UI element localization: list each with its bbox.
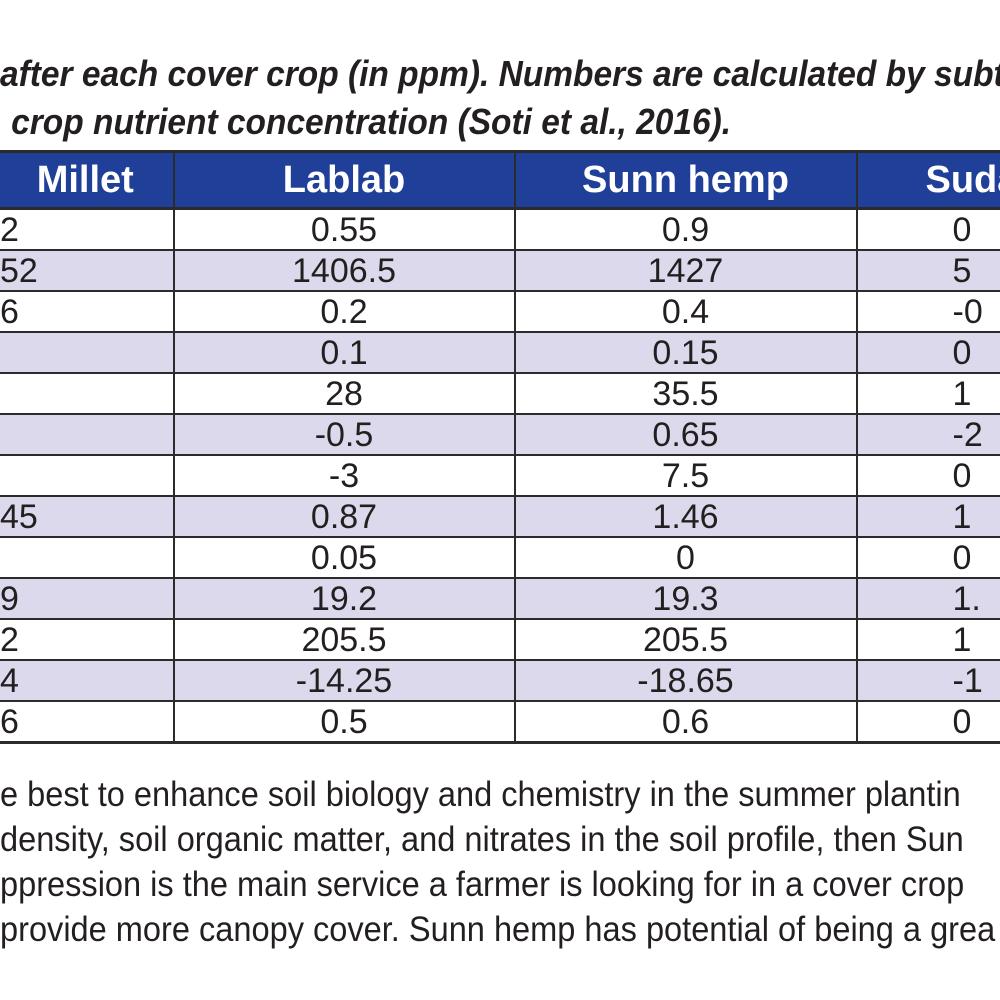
table-cell: 0.15: [513, 331, 858, 374]
table-cell: 1: [855, 372, 1000, 415]
caption-line-2: crop nutrient concentration (Soti et al.…: [11, 101, 732, 142]
table-cell: [0, 413, 175, 456]
table-cell: 7.5: [513, 454, 858, 497]
table-cell: 52: [0, 249, 175, 292]
table-cell: [0, 454, 175, 497]
table-cell: [0, 536, 175, 579]
table-cell: 19.3: [513, 577, 858, 620]
table-row: 0.1 0.15 0: [0, 331, 1000, 374]
table-row: 45 0.87 1.46 1: [0, 495, 1000, 538]
table-row: 2 205.5 205.5 1: [0, 618, 1000, 661]
table-row: 6 0.2 0.4 -0: [0, 290, 1000, 333]
table-row: 52 1406.5 1427 5: [0, 249, 1000, 292]
table-cell: 205.5: [172, 618, 516, 661]
nutrient-table-container: Millet Lablab Sunn hemp Suda 2 0.55 0.9 …: [0, 150, 1000, 744]
table-cell: 4: [0, 659, 175, 702]
table-cell: 1406.5: [172, 249, 516, 292]
table-cell: 0: [855, 536, 1000, 579]
table-row: 4 -14.25 -18.65 -1: [0, 659, 1000, 702]
table-cell: -0.5: [172, 413, 516, 456]
table-cell: 0.4: [513, 290, 858, 333]
table-cell: 0: [855, 207, 1000, 251]
column-header-lablab: Lablab: [172, 150, 516, 210]
paragraph-line-1: e best to enhance soil biology and chemi…: [0, 775, 961, 814]
table-cell: 205.5: [513, 618, 858, 661]
table-row: 9 19.2 19.3 1.: [0, 577, 1000, 620]
table-row: 28 35.5 1: [0, 372, 1000, 415]
table-row: -3 7.5 0: [0, 454, 1000, 497]
paragraph-line-3: ppression is the main service a farmer i…: [0, 865, 965, 904]
table-row: 0.05 0 0: [0, 536, 1000, 579]
table-cell: 0: [855, 454, 1000, 497]
table-cell: 0.05: [172, 536, 516, 579]
table-cell: -0: [855, 290, 1000, 333]
table-cell: 6: [0, 700, 175, 744]
paragraph-line-2: density, soil organic matter, and nitrat…: [0, 820, 964, 859]
table-header-row: Millet Lablab Sunn hemp Suda: [0, 150, 1000, 210]
table-cell: 0: [855, 700, 1000, 744]
table-cell: 0.1: [172, 331, 516, 374]
table-cell: 0.87: [172, 495, 516, 538]
table-row: -0.5 0.65 -2: [0, 413, 1000, 456]
table-cell: 9: [0, 577, 175, 620]
table-cell: 0: [855, 331, 1000, 374]
column-header-sunn-hemp: Sunn hemp: [513, 150, 858, 210]
table-cell: -3: [172, 454, 516, 497]
table-cell: 1.46: [513, 495, 858, 538]
table-cell: 6: [0, 290, 175, 333]
table-cell: 0.65: [513, 413, 858, 456]
table-cell: 0.55: [172, 207, 516, 251]
body-paragraph: e best to enhance soil biology and chemi…: [0, 772, 1000, 952]
table-cell: 0: [513, 536, 858, 579]
table-cell: 5: [855, 249, 1000, 292]
cover-crop-nutrient-table: Millet Lablab Sunn hemp Suda 2 0.55 0.9 …: [0, 150, 1000, 744]
table-cell: 0.6: [513, 700, 858, 744]
caption-line-1: after each cover crop (in ppm). Numbers …: [0, 53, 1000, 94]
table-cell: -14.25: [172, 659, 516, 702]
table-cell: 1.: [855, 577, 1000, 620]
table-cell: 1: [855, 618, 1000, 661]
table-caption: after each cover crop (in ppm). Numbers …: [0, 50, 1000, 146]
table-cell: 19.2: [172, 577, 516, 620]
table-cell: [0, 331, 175, 374]
table-row: 2 0.55 0.9 0: [0, 207, 1000, 251]
table-cell: -18.65: [513, 659, 858, 702]
table-cell: -1: [855, 659, 1000, 702]
table-cell: 1: [855, 495, 1000, 538]
table-cell: 0.5: [172, 700, 516, 744]
table-cell: 35.5: [513, 372, 858, 415]
column-header-sudan: Suda: [855, 150, 1000, 210]
column-header-millet: Millet: [0, 150, 175, 210]
table-cell: 45: [0, 495, 175, 538]
table-cell: 1427: [513, 249, 858, 292]
table-cell: 28: [172, 372, 516, 415]
table-cell: -2: [855, 413, 1000, 456]
table-cell: 0.2: [172, 290, 516, 333]
table-row: 6 0.5 0.6 0: [0, 700, 1000, 744]
table-cell: 0.9: [513, 207, 858, 251]
table-cell: 2: [0, 618, 175, 661]
table-cell: [0, 372, 175, 415]
paragraph-line-4: provide more canopy cover. Sunn hemp has…: [0, 910, 996, 949]
table-cell: 2: [0, 207, 175, 251]
